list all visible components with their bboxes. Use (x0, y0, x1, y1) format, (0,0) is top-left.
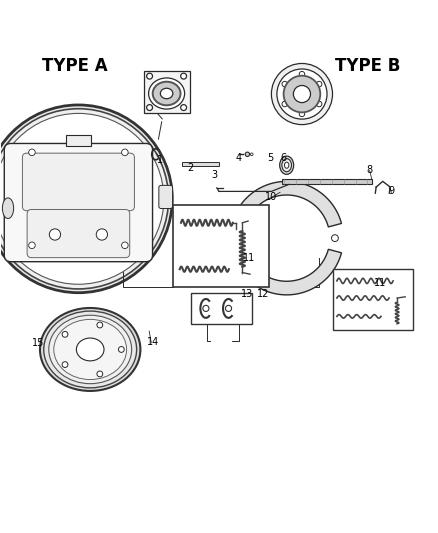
Ellipse shape (54, 319, 127, 379)
Text: 1: 1 (157, 155, 163, 165)
Bar (332, 269, 413, 330)
Text: TYPE A: TYPE A (42, 56, 108, 75)
Bar (144, 70, 190, 113)
Ellipse shape (49, 315, 132, 384)
Circle shape (97, 322, 103, 328)
Text: 5: 5 (267, 153, 274, 163)
Circle shape (97, 371, 103, 377)
Circle shape (28, 242, 35, 248)
Bar (66, 135, 91, 146)
Circle shape (147, 73, 152, 79)
Circle shape (181, 73, 187, 79)
Text: 11: 11 (244, 253, 256, 263)
Circle shape (147, 104, 152, 110)
Bar (182, 161, 219, 166)
Circle shape (251, 153, 253, 156)
Ellipse shape (153, 82, 180, 106)
Circle shape (282, 82, 287, 87)
Circle shape (62, 362, 68, 367)
Polygon shape (232, 181, 342, 227)
Text: 8: 8 (367, 165, 373, 175)
Text: 3: 3 (212, 170, 218, 180)
Circle shape (299, 111, 305, 117)
Circle shape (122, 242, 128, 248)
Ellipse shape (280, 156, 293, 174)
Circle shape (96, 229, 107, 240)
Ellipse shape (160, 88, 173, 99)
Circle shape (332, 235, 338, 241)
Circle shape (181, 104, 187, 110)
FancyBboxPatch shape (4, 143, 152, 262)
Text: 6: 6 (281, 153, 287, 163)
Polygon shape (232, 249, 342, 295)
Circle shape (122, 149, 128, 156)
Circle shape (0, 114, 164, 284)
Circle shape (49, 229, 60, 240)
Text: 14: 14 (147, 337, 159, 346)
Circle shape (52, 168, 105, 221)
FancyBboxPatch shape (22, 153, 134, 211)
Circle shape (235, 235, 242, 241)
Circle shape (282, 101, 287, 107)
Circle shape (293, 85, 311, 102)
Circle shape (0, 105, 172, 293)
Text: 13: 13 (241, 288, 254, 298)
Circle shape (316, 82, 322, 87)
Text: TYPE B: TYPE B (335, 56, 400, 75)
Circle shape (60, 175, 97, 213)
Circle shape (28, 149, 35, 156)
Circle shape (277, 69, 327, 119)
Bar (191, 293, 252, 324)
Ellipse shape (44, 311, 137, 388)
Circle shape (284, 76, 320, 112)
Circle shape (203, 305, 209, 311)
Circle shape (62, 332, 68, 337)
Bar (173, 205, 269, 287)
Circle shape (0, 109, 169, 289)
Circle shape (272, 63, 332, 125)
Text: 11: 11 (374, 278, 387, 288)
FancyBboxPatch shape (27, 209, 130, 257)
Text: 10: 10 (265, 192, 278, 201)
Ellipse shape (40, 308, 141, 391)
Circle shape (299, 71, 305, 77)
Ellipse shape (282, 159, 291, 172)
Text: 2: 2 (187, 163, 194, 173)
Text: 9: 9 (389, 187, 395, 196)
Circle shape (118, 346, 124, 352)
Ellipse shape (148, 78, 184, 109)
Ellipse shape (2, 198, 14, 219)
Ellipse shape (76, 338, 104, 361)
FancyBboxPatch shape (159, 185, 173, 208)
Text: 12: 12 (257, 288, 269, 298)
Ellipse shape (285, 162, 289, 168)
Circle shape (245, 152, 250, 157)
Circle shape (226, 305, 232, 311)
Text: 4: 4 (236, 153, 242, 163)
Text: 15: 15 (32, 338, 44, 348)
Bar (283, 179, 372, 184)
Circle shape (316, 101, 322, 107)
